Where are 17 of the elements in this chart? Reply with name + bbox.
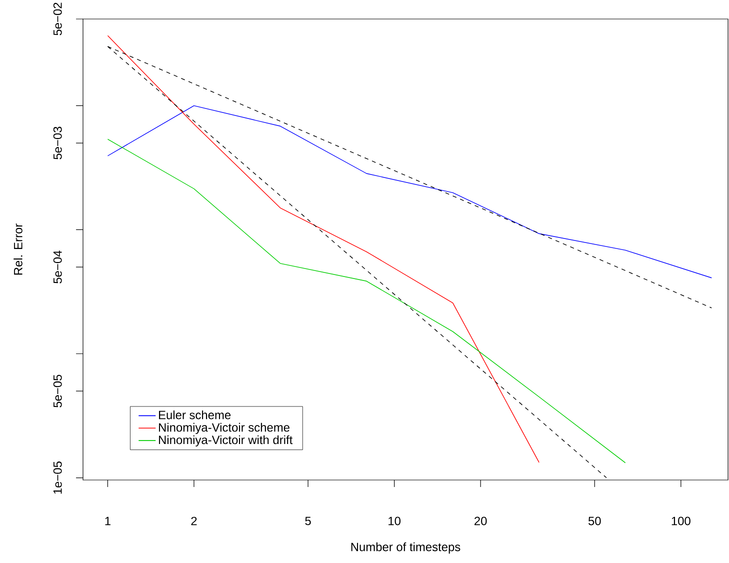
y-tick-label: 5e−03 xyxy=(53,126,62,160)
y-tick-label: 5e−05 xyxy=(53,374,62,408)
x-tick-label: 10 xyxy=(388,516,400,526)
x-tick-label: 5 xyxy=(305,516,311,526)
y-axis-title: Rel. Error xyxy=(14,224,22,275)
x-tick-label: 50 xyxy=(588,516,601,526)
x-tick-label: 100 xyxy=(672,516,690,526)
x-tick-label: 20 xyxy=(474,516,487,526)
legend-label: Euler scheme xyxy=(159,410,231,420)
legend-label: Ninomiya-Victoir scheme xyxy=(159,422,290,434)
y-tick-label: 5e−02 xyxy=(53,2,62,36)
x-tick-label: 1 xyxy=(105,516,110,526)
x-tick-label: 2 xyxy=(191,516,197,526)
y-tick-label: 5e−04 xyxy=(53,250,62,284)
legend-label: Ninomiya-Victoir with drift xyxy=(159,435,293,446)
x-axis-title: Number of timesteps xyxy=(351,542,460,554)
y-tick-label: 1e−05 xyxy=(53,462,62,494)
